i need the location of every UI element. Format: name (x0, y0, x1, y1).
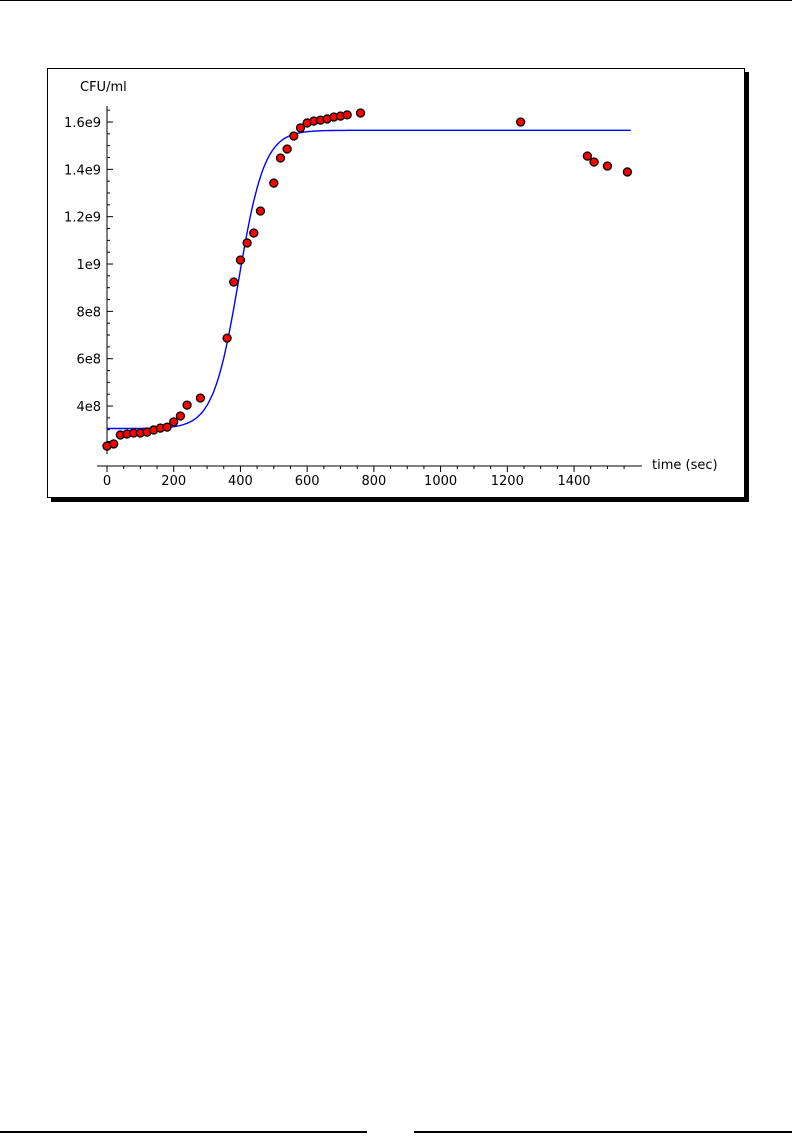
data-point (182, 400, 192, 410)
x-tick-label: 200 (161, 474, 186, 489)
top-rule (0, 0, 792, 1)
data-point (289, 131, 299, 141)
data-point (355, 108, 366, 118)
data-point (589, 157, 599, 167)
data-point (249, 228, 259, 238)
x-tick-label: 0 (103, 474, 111, 489)
y-tick-label: 6e8 (76, 353, 101, 368)
x-tick-label: 1000 (424, 474, 457, 489)
data-point (622, 167, 633, 177)
data-point (255, 206, 266, 216)
data-point (235, 255, 246, 265)
data-point (295, 123, 306, 133)
data-point (169, 417, 179, 427)
data-point (342, 110, 352, 120)
x-tick-label: 1400 (557, 474, 590, 489)
data-point (195, 393, 206, 403)
footer-rule-left (0, 1131, 367, 1133)
x-tick-label: 800 (361, 474, 386, 489)
x-tick-label: 600 (295, 474, 320, 489)
x-tick-label: 400 (228, 474, 253, 489)
data-point (602, 161, 613, 171)
y-tick-label: 1.4e9 (64, 163, 101, 178)
x-tick-label: 1200 (491, 474, 524, 489)
y-axis-label: CFU/ml (80, 80, 127, 95)
data-point (229, 277, 239, 287)
y-tick-label: 4e8 (76, 400, 101, 415)
data-point (175, 411, 186, 421)
data-point (582, 151, 593, 161)
data-point (275, 153, 286, 163)
data-point (282, 144, 292, 154)
y-tick-label: 1.2e9 (64, 211, 101, 226)
y-tick-label: 1.6e9 (64, 116, 101, 131)
data-point (516, 117, 526, 127)
data-point (242, 238, 252, 248)
data-point (222, 333, 232, 343)
data-point (162, 422, 172, 432)
y-tick-label: 1e9 (76, 258, 101, 273)
footer-rule-right (414, 1131, 792, 1133)
data-point (109, 439, 119, 449)
fit-curve (107, 129, 631, 430)
y-tick-label: 8e8 (76, 305, 101, 320)
data-point (269, 178, 279, 188)
x-axis-label: time (sec) (652, 458, 718, 473)
